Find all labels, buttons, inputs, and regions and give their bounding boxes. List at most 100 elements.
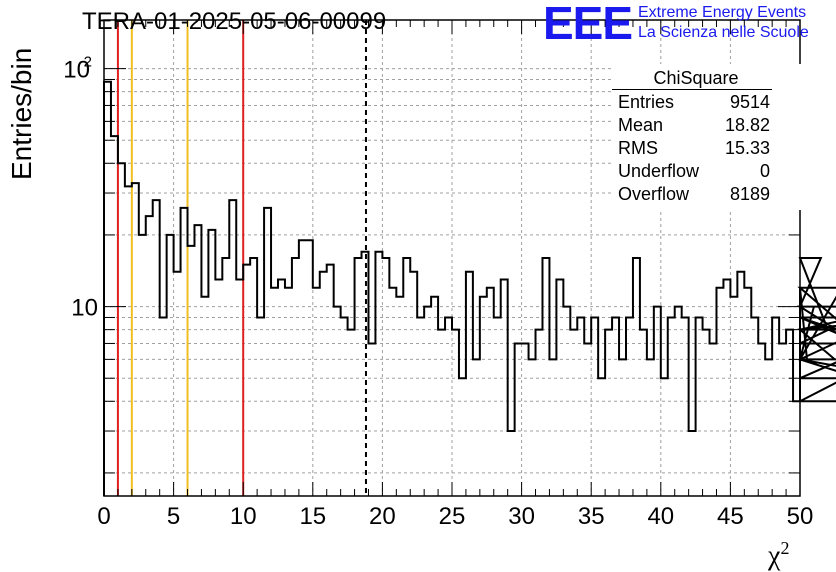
- histogram-bin: [222, 258, 229, 496]
- histogram-bin: [570, 330, 577, 496]
- histogram-bin: [723, 279, 730, 496]
- histogram-bin: [689, 431, 696, 496]
- histogram-bin: [194, 225, 201, 496]
- histogram-bin: [626, 317, 633, 496]
- x-tick-label: 20: [369, 503, 396, 530]
- histogram-bin: [536, 330, 543, 496]
- histogram-bin: [215, 279, 222, 496]
- histogram-bin: [661, 378, 668, 496]
- histogram-bin: [139, 235, 146, 496]
- histogram-bin: [793, 401, 800, 496]
- y-tick-label: 10: [71, 295, 98, 322]
- histogram-bin: [375, 252, 382, 496]
- histogram-bin: [605, 330, 612, 496]
- logo-line-2: La Scienza nelle Scuole: [638, 24, 809, 41]
- histogram-bin: [445, 317, 452, 496]
- histogram-bin: [633, 258, 640, 496]
- histogram-bin: [410, 272, 417, 496]
- histogram-bin: [313, 288, 320, 496]
- histogram-bin: [160, 317, 167, 496]
- histogram-bin: [229, 200, 236, 496]
- histogram-bin: [396, 297, 403, 496]
- histogram-bin: [508, 431, 515, 496]
- stats-row-mean: Mean 18.82: [618, 115, 770, 136]
- histogram-series: [103, 80, 836, 496]
- histogram-bin: [459, 378, 466, 496]
- histogram-bin: [591, 317, 598, 496]
- logo-letters: EEE: [543, 0, 633, 49]
- histogram-bin: [243, 265, 250, 496]
- x-tick-label: 25: [439, 503, 466, 530]
- histogram-bin: [438, 330, 445, 496]
- stats-title: ChiSquare: [653, 68, 739, 88]
- x-tick-label: 45: [717, 503, 744, 530]
- histogram-bin: [327, 265, 334, 496]
- stats-label: Entries: [618, 92, 675, 112]
- stats-label: Overflow: [618, 184, 690, 204]
- histogram-bin: [174, 272, 181, 496]
- stats-value: 15.33: [724, 138, 770, 158]
- histogram-bin: [529, 359, 536, 496]
- histogram-bin: [480, 297, 487, 496]
- histogram-bin: [473, 359, 480, 496]
- histogram-bin: [306, 240, 313, 496]
- histogram-bin: [640, 330, 647, 496]
- x-tick-label: 0: [97, 503, 110, 530]
- stats-label: Underflow: [618, 161, 700, 181]
- y-tick-label: 10: [63, 57, 90, 84]
- stats-value: 18.82: [724, 115, 770, 135]
- histogram-bin: [250, 258, 257, 496]
- histogram-bin: [549, 359, 556, 496]
- histogram-bin: [278, 279, 285, 496]
- histogram-bin: [716, 288, 723, 496]
- stats-label: Mean: [618, 115, 664, 135]
- histogram-bin: [786, 330, 793, 496]
- histogram-bin: [348, 330, 355, 496]
- histogram-bin: [355, 258, 362, 496]
- histogram-bin: [382, 258, 389, 496]
- histogram-bin: [264, 208, 271, 496]
- histogram-bin: [188, 246, 195, 496]
- histogram-bin: [320, 272, 327, 496]
- histogram-bin: [577, 317, 584, 496]
- x-tick-label: 40: [647, 503, 674, 530]
- y-tick-label-exponent: 2: [84, 54, 92, 71]
- histogram-bin: [452, 330, 459, 496]
- histogram-bin: [765, 359, 772, 496]
- histogram-bin: [341, 317, 348, 496]
- histogram-bin: [696, 317, 703, 496]
- histogram-bin: [619, 359, 626, 496]
- histogram-bin: [181, 208, 188, 496]
- histogram-bin: [598, 378, 605, 496]
- x-axis-label-sup: 2: [780, 538, 790, 558]
- histogram-bin: [132, 183, 139, 496]
- histogram-bin: [682, 317, 689, 496]
- histogram-bin: [703, 330, 710, 496]
- histogram-bin: [744, 288, 751, 496]
- x-axis-label: χ2: [768, 538, 789, 572]
- stats-row-rms: RMS 15.33: [618, 138, 770, 159]
- histogram-bin: [208, 230, 215, 496]
- histogram-bin: [292, 258, 299, 496]
- histogram-bin: [125, 186, 132, 496]
- histogram-bin: [431, 297, 438, 496]
- x-tick-label: 50: [787, 503, 814, 530]
- stats-value: 0: [759, 161, 770, 181]
- stats-row-underflow: Underflow 0: [618, 161, 770, 182]
- x-tick-label: 35: [578, 503, 605, 530]
- stats-row-entries: Entries 9514: [618, 92, 770, 113]
- histogram-bin: [299, 240, 306, 496]
- stats-value: 8189: [729, 184, 770, 204]
- histogram-outline: [103, 80, 836, 496]
- histogram-bin: [730, 297, 737, 496]
- stats-box: ChiSquare Entries 9514 Mean 18.82 RMS 15…: [612, 64, 808, 210]
- x-tick-label: 30: [508, 503, 535, 530]
- chart-title: TERA-01-2025-05-06-00099: [82, 8, 387, 35]
- histogram-bin: [494, 317, 501, 496]
- histogram-bin: [104, 82, 111, 496]
- histogram-bin: [772, 317, 779, 496]
- histogram-bin: [612, 317, 619, 496]
- histogram-bin: [111, 136, 118, 496]
